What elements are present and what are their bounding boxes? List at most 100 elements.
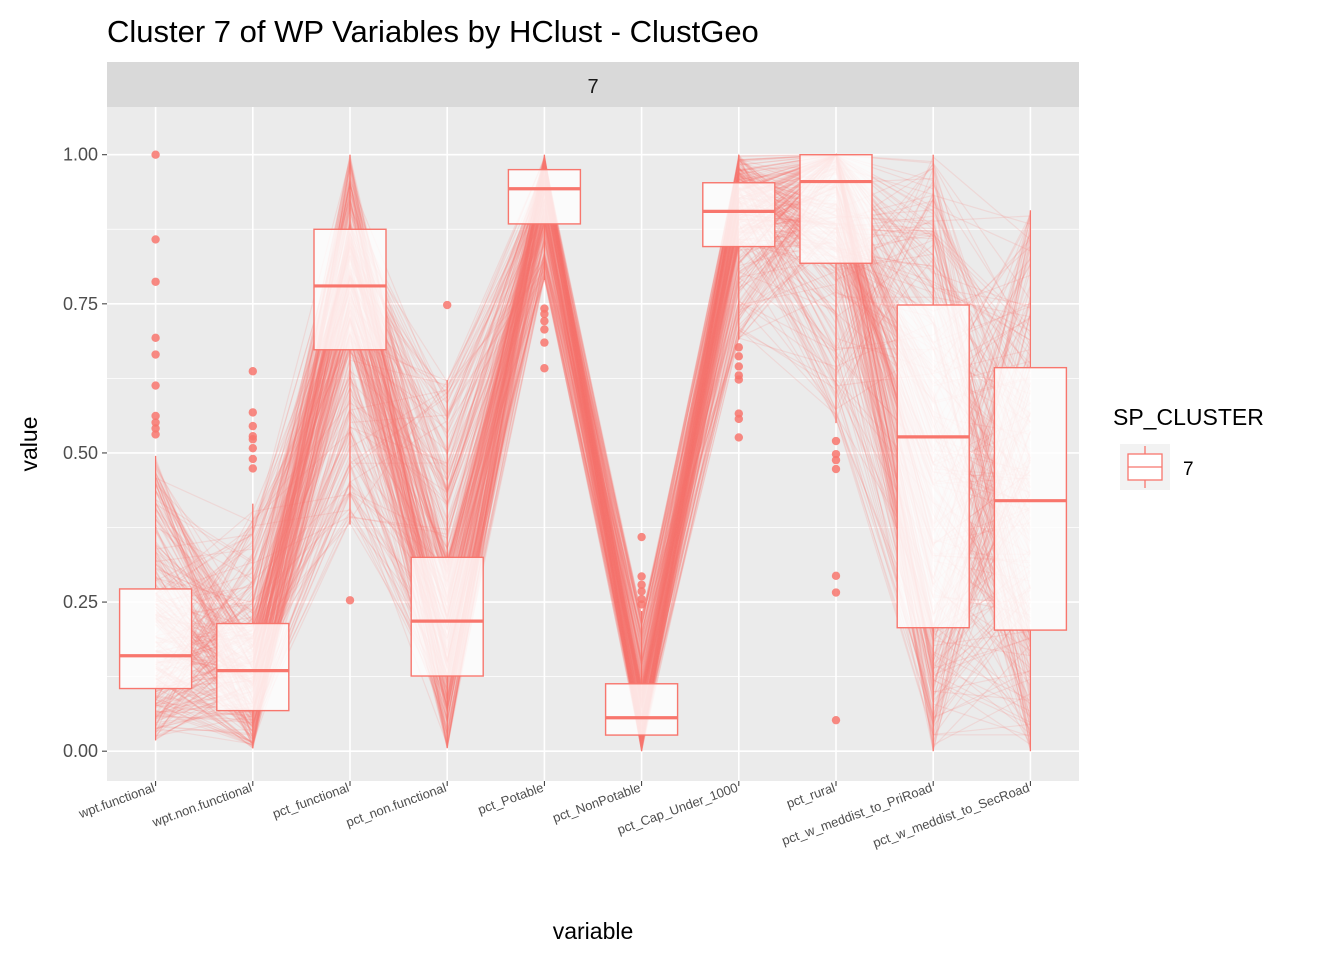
parallel-line (155, 160, 1031, 732)
parallel-line (155, 161, 1031, 676)
parallel-line (155, 153, 1031, 693)
outlier-point (540, 364, 549, 373)
outlier-point (151, 150, 160, 159)
parallel-line (155, 186, 1031, 739)
parallel-line (155, 153, 1031, 743)
parallel-line (155, 214, 1031, 691)
parallel-line (155, 196, 1031, 740)
parallel-line (155, 153, 1031, 677)
parallel-line (155, 153, 1031, 689)
parallel-line (155, 154, 1031, 649)
outlier-point (151, 430, 160, 439)
x-tick-label: pct_w_meddist_to_SecRoad (871, 780, 1032, 851)
parallel-line (155, 186, 1031, 735)
parallel-line (155, 179, 1031, 675)
parallel-line (155, 185, 1031, 731)
parallel-line (155, 164, 1031, 723)
parallel-line (155, 182, 1031, 736)
boxplot-wpt.non.functional (216, 367, 290, 749)
parallel-line (155, 170, 1031, 747)
boxplot-wpt.functional (118, 150, 193, 741)
parallel-line (155, 157, 1031, 736)
parallel-line (155, 177, 1031, 738)
parallel-line (155, 179, 1031, 732)
parallel-line (155, 153, 1031, 726)
parallel-line (155, 168, 1031, 733)
parallel-line (155, 153, 1031, 715)
outlier-point (248, 408, 257, 417)
parallel-line (155, 164, 1031, 749)
parallel-line (155, 162, 1031, 742)
parallel-line (155, 165, 1031, 666)
parallel-line (155, 154, 1031, 685)
parallel-line (155, 153, 1031, 711)
outlier-point (248, 464, 257, 473)
parallel-line (155, 166, 1031, 724)
parallel-line (155, 171, 1031, 741)
parallel-line (155, 157, 1031, 750)
parallel-line (155, 175, 1031, 724)
parallel-line (155, 185, 1031, 748)
y-tick-label: 0.25 (63, 592, 98, 612)
parallel-line (155, 164, 1031, 724)
parallel-line (155, 197, 1031, 704)
parallel-line (155, 153, 1031, 724)
parallel-line (155, 185, 1031, 735)
parallel-line (155, 170, 1031, 749)
parallel-line (155, 156, 1031, 742)
parallel-line (155, 154, 1031, 719)
parallel-line (155, 178, 1031, 712)
parallel-line (155, 162, 1031, 706)
box (118, 588, 193, 690)
parallel-line (155, 178, 1031, 681)
outlier-point (734, 362, 743, 371)
parallel-line (155, 153, 1031, 726)
box (896, 304, 970, 629)
outlier-point (637, 600, 646, 609)
parallel-line (155, 169, 1031, 710)
parallel-line (155, 160, 1031, 702)
parallel-line (155, 197, 1031, 721)
parallel-line (155, 165, 1031, 736)
parallel-line (155, 167, 1031, 705)
parallel-line (155, 182, 1031, 693)
outlier-point (637, 532, 646, 542)
parallel-line (155, 154, 1031, 706)
parallel-line (155, 163, 1031, 726)
parallel-line (155, 162, 1031, 697)
x-tick-label: pct_functional (271, 780, 352, 822)
parallel-line (155, 154, 1031, 741)
parallel-line (155, 153, 1031, 751)
parallel-line (155, 158, 1031, 748)
parallel-line (155, 157, 1031, 745)
parallel-line (155, 222, 1031, 722)
parallel-line (155, 153, 1031, 751)
box (216, 622, 290, 712)
parallel-line (155, 154, 1031, 711)
parallel-line (155, 166, 1031, 746)
outlier-point (734, 352, 743, 361)
parallel-line (155, 209, 1031, 716)
parallel-line (155, 159, 1031, 686)
parallel-line (155, 190, 1031, 748)
x-tick-label: wpt.functional (76, 780, 157, 822)
parallel-line (155, 153, 1031, 738)
parallel-line (155, 161, 1031, 739)
parallel-line (155, 174, 1031, 731)
boxplot-pct_rural (799, 154, 873, 725)
boxplot-pct_non.functional (410, 300, 484, 749)
parallel-line (155, 178, 1031, 735)
parallel-line (155, 155, 1031, 723)
outlier-point (831, 588, 841, 597)
parallel-lines (155, 152, 1031, 752)
parallel-line (155, 158, 1031, 747)
parallel-line (155, 153, 1031, 740)
parallel-line (155, 153, 1031, 736)
parallel-line (155, 177, 1031, 728)
parallel-line (155, 166, 1031, 749)
parallel-line (155, 171, 1031, 723)
parallel-line (155, 183, 1031, 743)
parallel-line (155, 176, 1031, 748)
parallel-line (155, 153, 1031, 716)
parallel-line (155, 203, 1031, 751)
